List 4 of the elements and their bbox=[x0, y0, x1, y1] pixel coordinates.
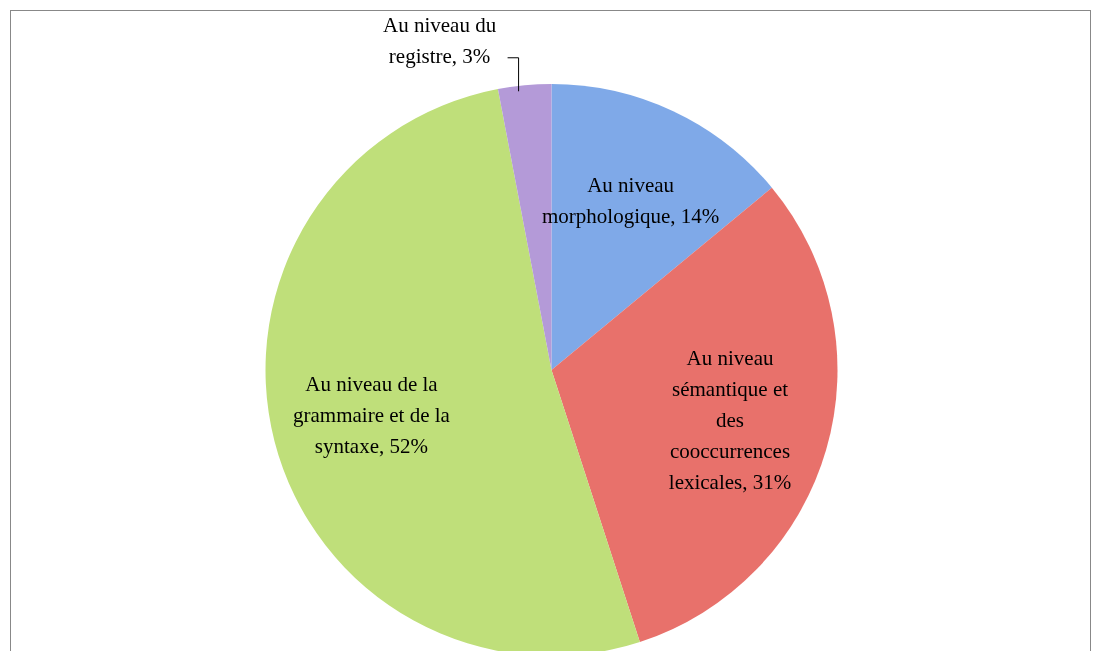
slice-label: Au niveau morphologique, 14% bbox=[542, 172, 720, 228]
slice-label: Au niveau de la grammaire et de la syntaxe, 52% bbox=[293, 371, 451, 458]
slice-label: Au niveau du registre, 3% bbox=[383, 13, 497, 69]
slice-label: Au niveau sémantique et des cooccurrences lexicales, 31% bbox=[668, 346, 792, 495]
